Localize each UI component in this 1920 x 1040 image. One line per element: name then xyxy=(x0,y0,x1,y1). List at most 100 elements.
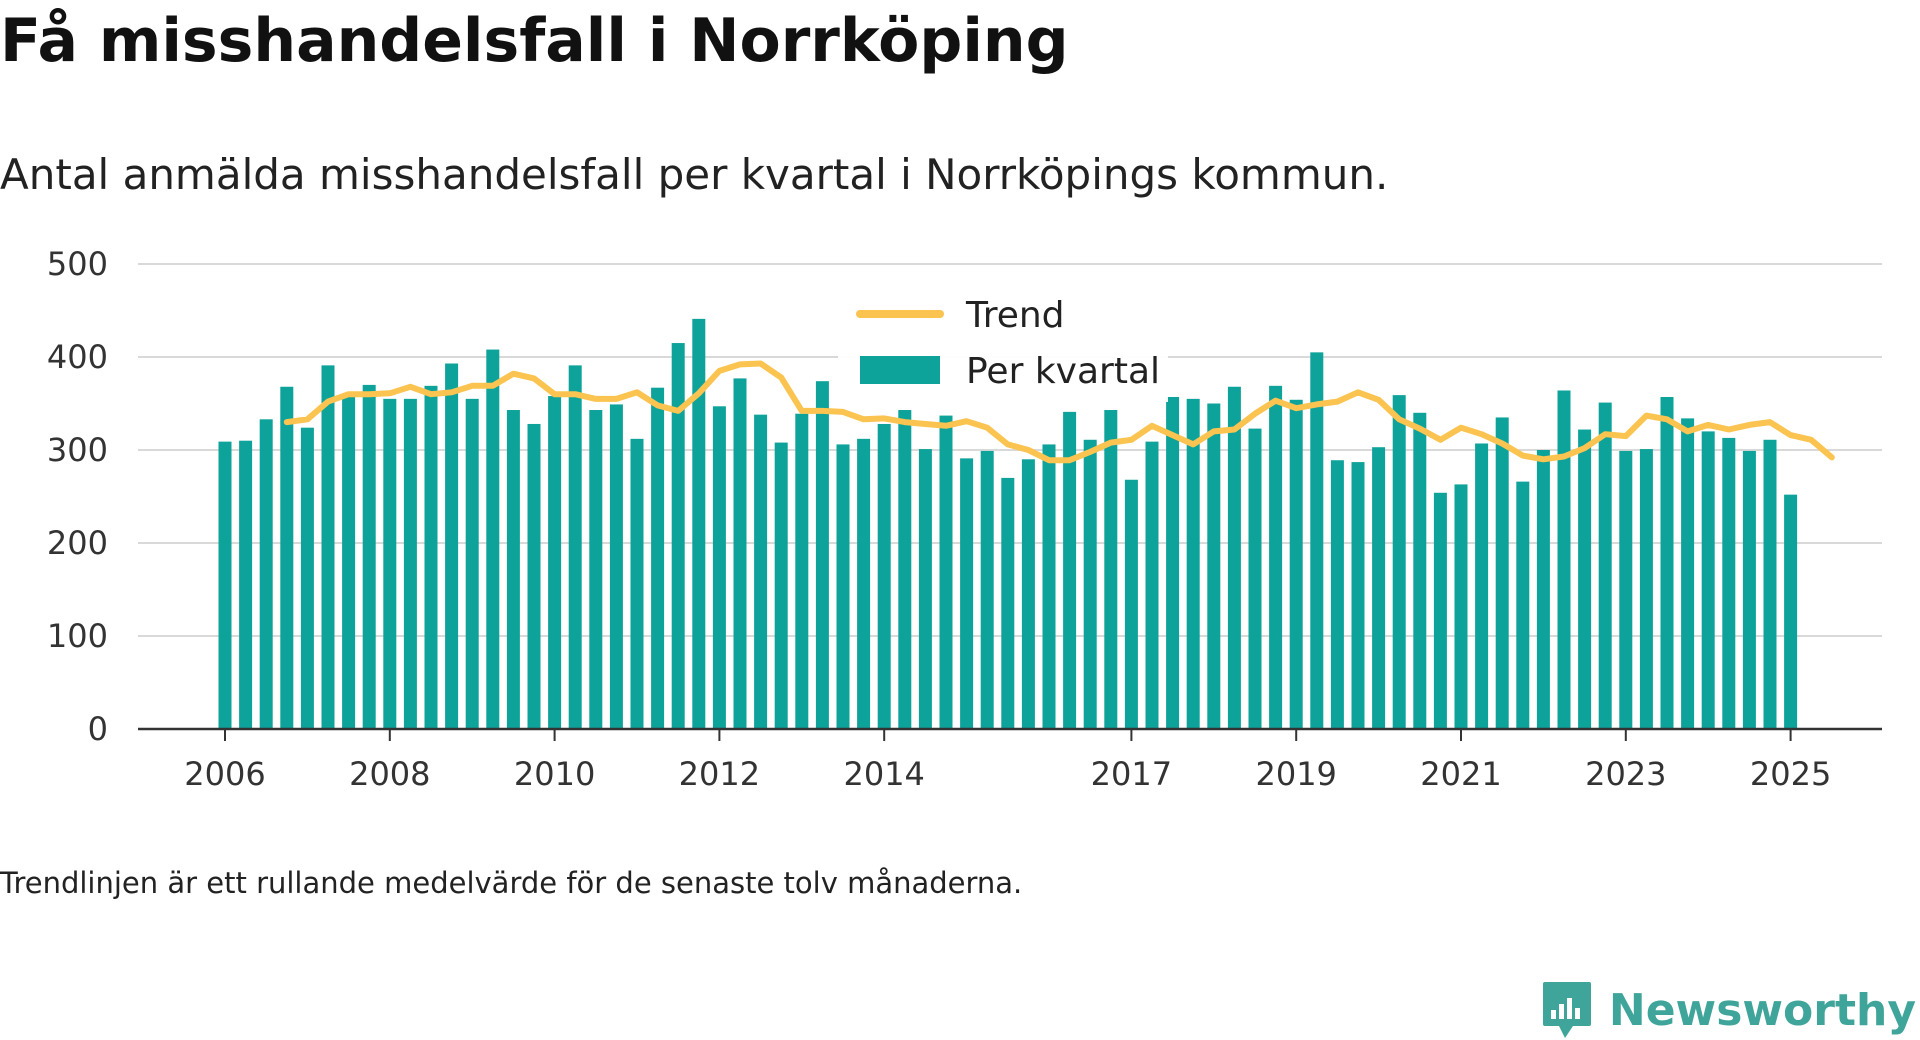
bar xyxy=(486,349,500,729)
bar xyxy=(1227,386,1241,729)
chart-title: Få misshandelsfall i Norrköping xyxy=(0,6,1069,76)
bar xyxy=(733,378,747,729)
bar xyxy=(1454,484,1468,729)
y-axis: 0 100 200 300 400 500 xyxy=(47,245,108,748)
bar xyxy=(1021,459,1035,729)
x-tick-label: 2008 xyxy=(349,755,430,790)
bar xyxy=(1166,396,1180,729)
bar xyxy=(1660,396,1674,729)
bar xyxy=(1516,481,1530,729)
bar xyxy=(1248,428,1262,729)
legend-label-trend: Trend xyxy=(965,295,1065,336)
bar xyxy=(1598,402,1612,729)
bar xyxy=(1701,431,1715,729)
bar xyxy=(609,404,623,729)
brand-name: Newsworthy xyxy=(1608,984,1916,1036)
bar xyxy=(239,440,253,729)
bar xyxy=(589,410,603,729)
x-tick-label: 2021 xyxy=(1420,755,1501,790)
trend-line xyxy=(283,360,1835,464)
bar xyxy=(1289,399,1303,729)
bar xyxy=(877,423,891,729)
x-tick-label: 2023 xyxy=(1585,755,1666,790)
x-tick-label: 2010 xyxy=(514,755,595,790)
bar xyxy=(1269,385,1283,729)
x-tick-label: 2006 xyxy=(184,755,265,790)
bar xyxy=(671,343,685,729)
bar xyxy=(1351,462,1365,729)
bar xyxy=(1433,492,1447,729)
bar xyxy=(1475,443,1489,729)
legend-label-per-kvartal: Per kvartal xyxy=(966,351,1160,392)
bar xyxy=(1063,411,1077,729)
y-tick-label: 200 xyxy=(47,524,108,562)
bar xyxy=(1722,437,1736,729)
bar xyxy=(300,427,314,729)
bar xyxy=(980,450,994,729)
brand-logo: Newsworthy xyxy=(1541,980,1916,1040)
bar xyxy=(795,413,809,729)
bar xyxy=(1145,441,1159,729)
trend-series xyxy=(283,360,1835,464)
bar xyxy=(280,386,294,729)
x-tick-label: 2019 xyxy=(1255,755,1336,790)
bar xyxy=(1186,398,1200,729)
bar xyxy=(1330,460,1344,729)
bar xyxy=(1001,477,1015,729)
x-tick-label: 2017 xyxy=(1091,755,1172,790)
bar xyxy=(1763,439,1777,729)
bar xyxy=(1083,439,1097,729)
bar xyxy=(1536,450,1550,729)
x-tick-label: 2014 xyxy=(843,755,924,790)
bar xyxy=(1372,447,1386,729)
bar xyxy=(1392,395,1406,729)
bar xyxy=(1413,412,1427,729)
chart-note: Trendlinjen är ett rullande medelvärde f… xyxy=(0,866,1023,900)
bar xyxy=(692,318,706,729)
bar xyxy=(960,458,974,729)
bar xyxy=(1124,479,1138,729)
bar xyxy=(321,365,335,729)
bar xyxy=(836,444,850,729)
bar xyxy=(403,398,417,729)
x-tick-label: 2025 xyxy=(1750,755,1831,790)
bar xyxy=(424,385,438,729)
bar xyxy=(918,449,932,729)
chat-bubble-bar-chart-icon xyxy=(1542,982,1591,1038)
legend-swatch-per-kvartal xyxy=(860,356,940,384)
bar xyxy=(445,363,459,729)
bar xyxy=(1104,410,1118,729)
bar xyxy=(548,396,562,729)
bar xyxy=(1578,429,1592,729)
bar xyxy=(465,398,479,729)
bar xyxy=(898,410,912,729)
bar xyxy=(651,387,665,729)
bar xyxy=(1042,444,1056,729)
y-tick-label: 100 xyxy=(47,617,108,655)
bar xyxy=(939,415,953,729)
bar xyxy=(1310,352,1324,729)
bar xyxy=(1639,449,1653,729)
bar xyxy=(362,384,376,729)
bar xyxy=(754,414,768,729)
bar xyxy=(259,419,273,729)
x-tick-label: 2012 xyxy=(679,755,760,790)
y-tick-label: 500 xyxy=(47,245,108,283)
x-axis: 2006 2008 2010 2012 2014 2017 2019 2021 2023 2025 xyxy=(184,729,1831,790)
bar xyxy=(1207,403,1221,729)
bar xyxy=(815,381,829,729)
bar xyxy=(1742,450,1756,729)
bar xyxy=(383,398,397,729)
bar xyxy=(1495,417,1509,729)
bar xyxy=(506,410,520,729)
bar xyxy=(568,365,582,729)
bar xyxy=(218,441,232,729)
bar xyxy=(1784,494,1798,729)
legend: Trend Per kvartal xyxy=(838,290,1168,402)
bar xyxy=(342,394,356,729)
y-tick-label: 0 xyxy=(88,710,108,748)
bar xyxy=(712,406,726,729)
bar-series xyxy=(218,318,1798,729)
y-tick-label: 300 xyxy=(47,431,108,469)
